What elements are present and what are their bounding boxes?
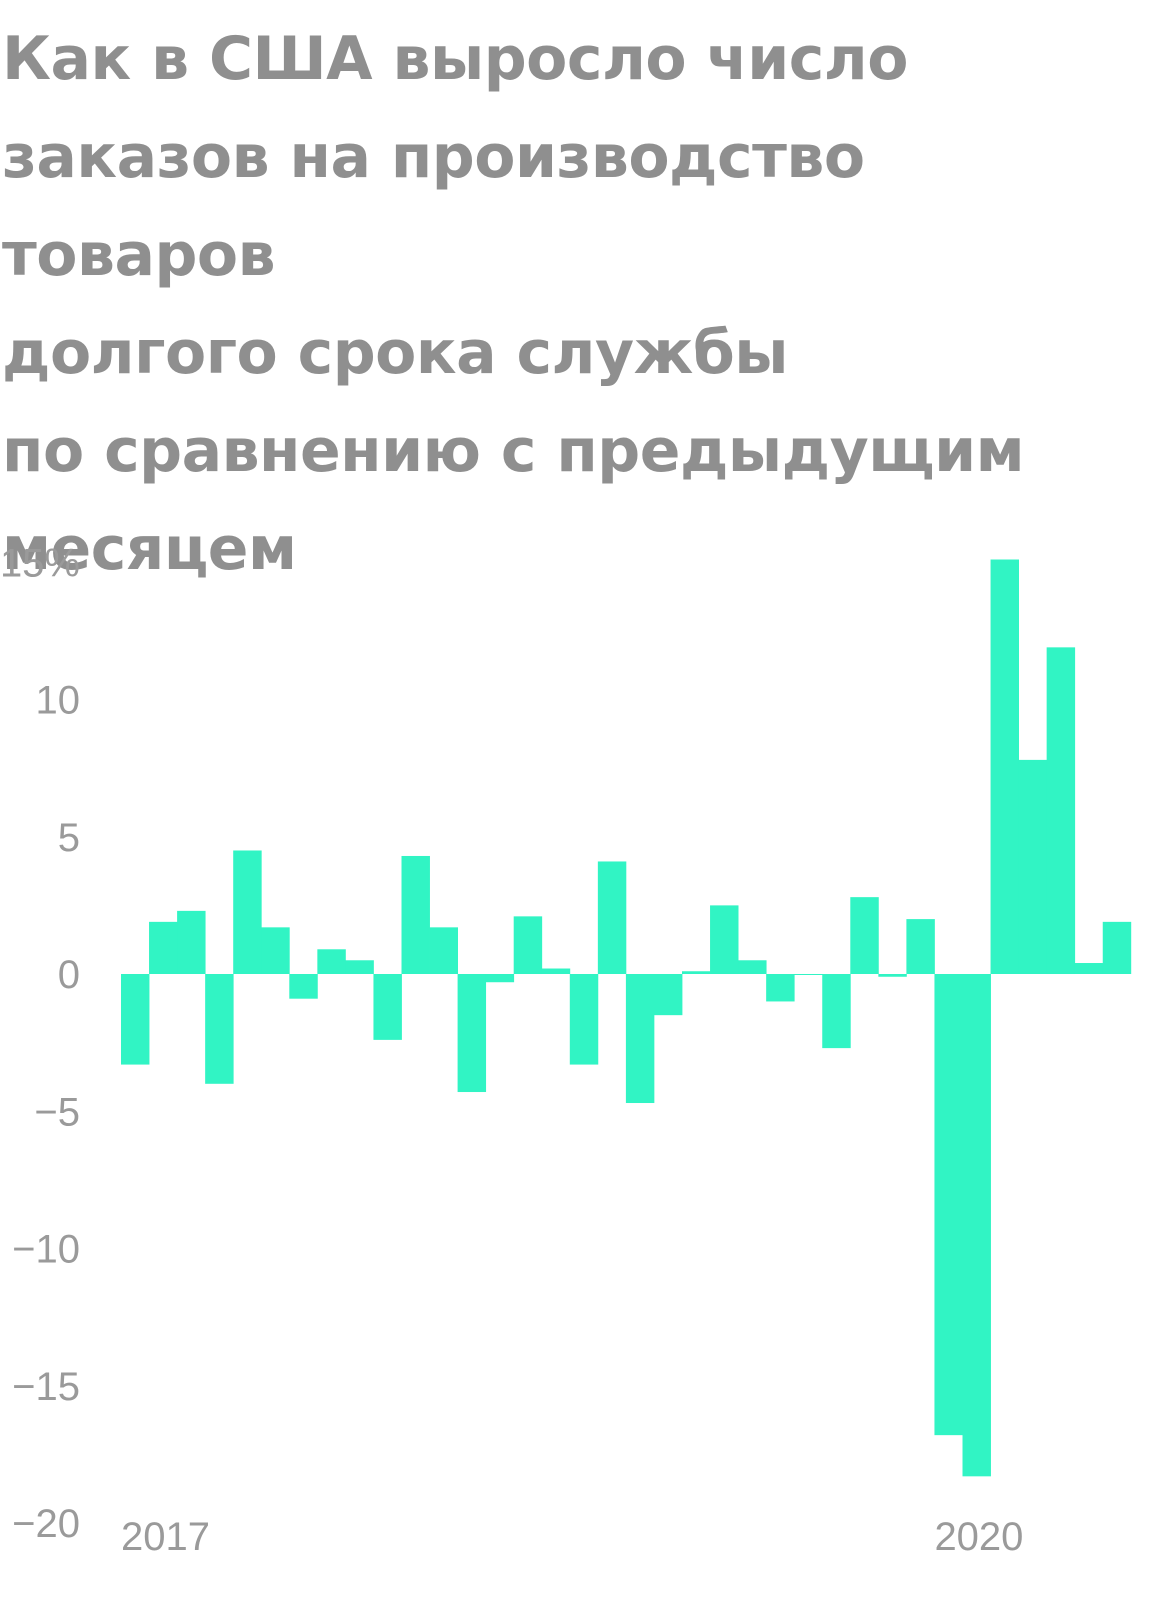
x-tick-label-1: 2020 — [934, 1515, 1023, 1559]
bar-28 — [906, 919, 935, 974]
bar-15 — [541, 968, 571, 974]
y-tick-label-2: 5 — [58, 816, 80, 860]
bar-13 — [485, 974, 515, 983]
bar-7 — [317, 949, 346, 974]
bar-0 — [121, 974, 150, 1065]
bar-11 — [429, 927, 458, 974]
bar-20 — [682, 971, 711, 974]
bar-3 — [205, 974, 234, 1084]
bar-16 — [569, 974, 599, 1065]
bar-12 — [457, 974, 487, 1093]
chart-title: Как в США выросло число заказов на произ… — [2, 24, 1025, 584]
y-tick-label-4: −5 — [34, 1090, 80, 1134]
bar-6 — [289, 974, 318, 999]
x-tick-label-0: 2017 — [121, 1515, 210, 1559]
bar-29 — [934, 974, 963, 1436]
bar-26 — [850, 897, 879, 974]
bar-33 — [1046, 647, 1076, 975]
y-tick-label-6: −15 — [12, 1365, 80, 1409]
y-axis: 15% 10 5 0 −5 −10 −15 −20 — [0, 541, 80, 1546]
bar-8 — [345, 960, 374, 974]
bar-17 — [597, 861, 627, 974]
bars-group — [121, 559, 1132, 1477]
x-axis: 2017 2020 — [121, 1515, 1023, 1559]
bar-18 — [625, 974, 655, 1104]
bar-5 — [261, 927, 290, 974]
y-tick-label-1: 10 — [36, 679, 81, 723]
bar-22 — [738, 960, 767, 974]
bar-34 — [1074, 963, 1104, 974]
bar-31 — [990, 559, 1019, 974]
y-tick-label-7: −20 — [12, 1502, 80, 1546]
bar-19 — [653, 974, 683, 1016]
bar-1 — [149, 921, 178, 974]
bar-35 — [1102, 921, 1132, 974]
y-tick-label-0: 15% — [0, 541, 80, 585]
bar-27 — [878, 974, 907, 977]
bar-23 — [766, 974, 795, 1002]
bar-4 — [233, 850, 262, 974]
y-tick-label-3: 0 — [58, 953, 80, 997]
y-tick-label-5: −10 — [12, 1228, 80, 1272]
bar-30 — [962, 974, 991, 1477]
bar-2 — [177, 910, 206, 974]
bar-10 — [401, 855, 430, 974]
bar-25 — [822, 974, 851, 1049]
bar-21 — [710, 905, 739, 975]
bar-24 — [794, 974, 823, 975]
bar-14 — [513, 916, 543, 975]
bar-9 — [373, 974, 402, 1040]
bar-32 — [1018, 759, 1048, 974]
